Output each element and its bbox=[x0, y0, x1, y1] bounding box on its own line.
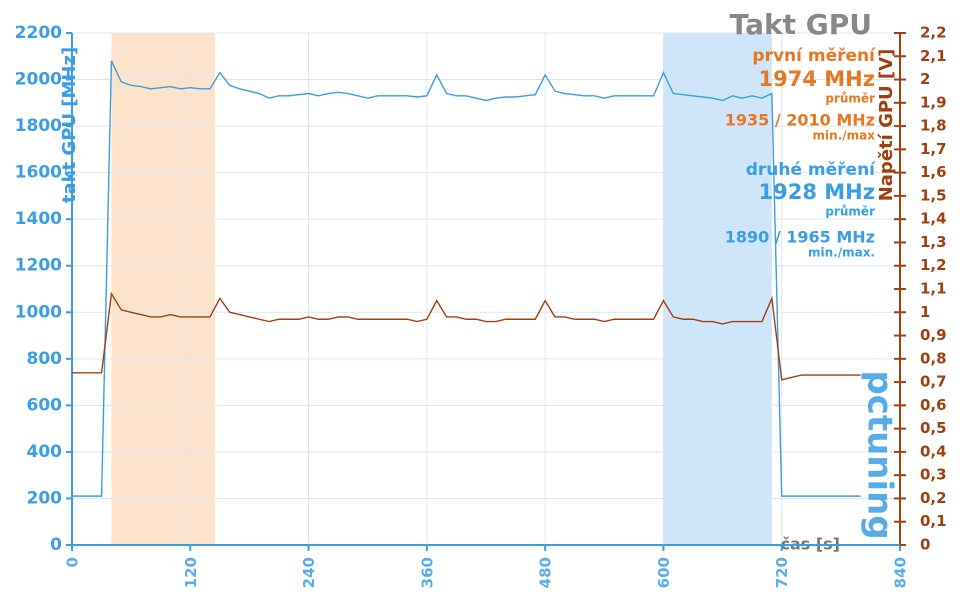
y2-tick-label: 0,3 bbox=[920, 466, 947, 484]
y-tick-label: 0 bbox=[50, 535, 62, 555]
y2-tick-label: 1,5 bbox=[920, 186, 947, 204]
x-tick-label: 120 bbox=[182, 557, 200, 588]
y2-tick-label: 1,2 bbox=[920, 256, 947, 274]
y2-tick-label: 0,8 bbox=[920, 349, 947, 367]
y-tick-label: 1400 bbox=[15, 209, 62, 229]
y-tick-label: 800 bbox=[27, 349, 63, 369]
y2-tick-label: 0,2 bbox=[920, 489, 947, 507]
x-tick-label: 360 bbox=[418, 557, 436, 588]
y2-tick-label: 0 bbox=[920, 536, 930, 554]
annotation: 1974 MHz bbox=[759, 67, 875, 91]
series-line bbox=[72, 60, 861, 497]
y-tick-label: 400 bbox=[27, 442, 63, 462]
y-tick-label: 200 bbox=[27, 488, 63, 508]
plot-background bbox=[71, 32, 901, 546]
highlight-band bbox=[111, 33, 215, 545]
y-tick-label: 1000 bbox=[15, 302, 62, 322]
chart-title: Takt GPU bbox=[730, 8, 872, 41]
x-tick-label: 840 bbox=[892, 557, 910, 588]
y-axis-label: takt GPU [MHz] bbox=[59, 47, 80, 203]
y2-tick-label: 1,4 bbox=[920, 210, 947, 228]
y2-tick-label: 0,5 bbox=[920, 419, 947, 437]
annotation: první měření bbox=[752, 46, 876, 66]
y-tick-label: 1200 bbox=[15, 256, 62, 276]
y2-tick-label: 1,7 bbox=[920, 140, 947, 158]
y-tick-label: 1800 bbox=[15, 116, 62, 136]
y2-tick-label: 2,1 bbox=[920, 47, 947, 65]
y-tick-label: 2000 bbox=[15, 70, 62, 90]
annotation: 1935 / 2010 MHz bbox=[725, 111, 875, 130]
x-tick-label: 600 bbox=[655, 557, 673, 588]
x-tick-label: 720 bbox=[773, 557, 791, 588]
y2-tick-label: 0,6 bbox=[920, 396, 947, 414]
highlight-band bbox=[663, 33, 772, 545]
y2-tick-label: 1,9 bbox=[920, 93, 947, 111]
annotation: min./max. bbox=[808, 246, 875, 260]
annotation: 1890 / 1965 MHz bbox=[725, 228, 875, 247]
y2-tick-label: 2,2 bbox=[920, 24, 947, 42]
y2-tick-label: 1,3 bbox=[920, 233, 947, 251]
logo: pctuning bbox=[860, 370, 900, 539]
x-tick-label: 240 bbox=[300, 557, 318, 588]
y2-tick-label: 0,4 bbox=[920, 442, 947, 460]
annotation: průměr bbox=[825, 205, 875, 219]
y2-tick-label: 0,9 bbox=[920, 326, 947, 344]
y2-tick-label: 0,1 bbox=[920, 512, 947, 530]
y-tick-label: 1600 bbox=[15, 163, 62, 183]
series-line bbox=[72, 291, 861, 381]
y2-tick-label: 1,6 bbox=[920, 163, 947, 181]
annotation: 1928 MHz bbox=[759, 180, 875, 204]
y2-tick-label: 1,1 bbox=[920, 280, 947, 298]
annotation: průměr bbox=[825, 92, 875, 106]
y2-tick-label: 2 bbox=[920, 70, 930, 88]
y2-tick-label: 1,8 bbox=[920, 117, 947, 135]
y2-tick-label: 1 bbox=[920, 303, 930, 321]
annotation: min./max bbox=[813, 129, 876, 143]
annotation: druhé měření bbox=[746, 160, 876, 180]
y-tick-label: 600 bbox=[27, 395, 63, 415]
x-tick-label: 0 bbox=[64, 557, 82, 567]
y2-tick-label: 0,7 bbox=[920, 373, 947, 391]
y-tick-label: 2200 bbox=[15, 23, 62, 43]
x-tick-label: 480 bbox=[537, 557, 555, 588]
y2-axis-label: Napětí GPU [V] bbox=[876, 49, 897, 202]
